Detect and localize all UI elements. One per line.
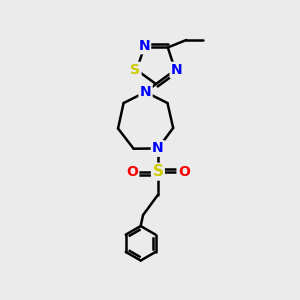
Text: N: N xyxy=(138,39,150,53)
Text: N: N xyxy=(171,63,182,77)
Text: S: S xyxy=(130,63,140,77)
Text: O: O xyxy=(126,165,138,179)
Text: S: S xyxy=(152,164,164,179)
Text: N: N xyxy=(152,142,164,155)
Text: N: N xyxy=(140,85,152,99)
Text: O: O xyxy=(178,165,190,179)
